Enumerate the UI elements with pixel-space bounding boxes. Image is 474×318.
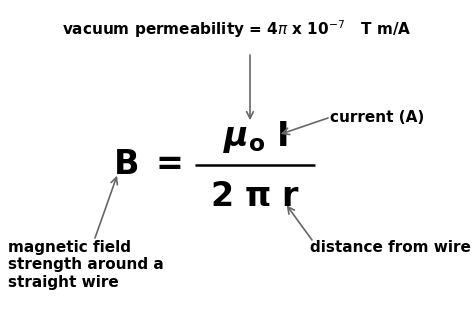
Text: magnetic field
strength around a
straight wire: magnetic field strength around a straigh… <box>8 240 164 290</box>
Text: $\mathbf{2\ \pi\ r}$: $\mathbf{2\ \pi\ r}$ <box>210 181 300 213</box>
Text: vacuum permeability = 4$\pi$ x 10$^{-7}$   T m/A: vacuum permeability = 4$\pi$ x 10$^{-7}$… <box>62 18 412 40</box>
Text: $\mathbf{B\ =}$: $\mathbf{B\ =}$ <box>113 149 182 182</box>
Text: distance from wire: distance from wire <box>310 240 471 255</box>
Text: current (A): current (A) <box>330 110 424 126</box>
Text: $\boldsymbol{\mu}_\mathbf{o}\ \mathbf{I}$: $\boldsymbol{\mu}_\mathbf{o}\ \mathbf{I}… <box>222 119 288 155</box>
